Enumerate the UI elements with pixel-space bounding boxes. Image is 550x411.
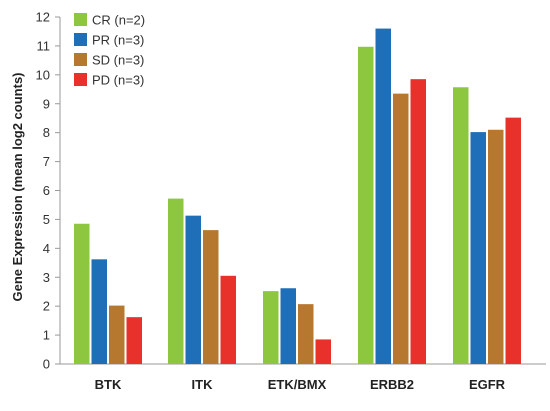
bar-group — [74, 28, 521, 365]
bar — [91, 259, 107, 364]
bar — [315, 339, 331, 364]
bar — [298, 304, 314, 364]
y-tick-label: 10 — [36, 67, 50, 82]
legend-swatch — [74, 73, 87, 86]
legend-swatch — [74, 33, 87, 46]
bar — [470, 132, 486, 364]
legend-label: SD (n=3) — [92, 53, 144, 68]
y-tick-label: 6 — [43, 183, 50, 198]
legend-swatch — [74, 53, 87, 66]
bar — [280, 288, 296, 364]
y-tick-label: 9 — [43, 96, 50, 111]
bar — [185, 215, 201, 364]
legend: CR (n=2) PR (n=3) SD (n=3) PD (n=3) — [74, 13, 145, 88]
bar — [203, 230, 219, 364]
y-tick-label: 11 — [37, 38, 51, 53]
bar — [220, 275, 236, 364]
y-tick-label: 2 — [43, 299, 50, 314]
x-category-label: ITK — [192, 377, 214, 392]
legend-swatch — [74, 13, 87, 26]
y-tick-label: 5 — [43, 212, 50, 227]
legend-label: PR (n=3) — [92, 33, 144, 48]
bar — [375, 28, 391, 365]
x-category-label: BTK — [95, 377, 122, 392]
y-tick-label: 8 — [43, 125, 50, 140]
y-tick-label: 4 — [43, 241, 50, 256]
y-tick-label: 3 — [43, 270, 50, 285]
y-tick-label: 7 — [43, 154, 50, 169]
x-category-label: EGFR — [469, 377, 506, 392]
y-tick-label: 1 — [43, 328, 50, 343]
bar — [74, 223, 90, 364]
x-axis: BTK ITK ETK/BMX ERBB2 EGFR — [95, 377, 506, 392]
bar — [453, 87, 469, 364]
bar — [109, 305, 125, 364]
legend-label: CR (n=2) — [92, 13, 145, 28]
x-category-label: ETK/BMX — [268, 377, 327, 392]
bar — [410, 79, 426, 364]
bar — [488, 129, 504, 364]
bar — [393, 93, 409, 365]
y-tick-label: 0 — [43, 357, 50, 372]
legend-label: PD (n=3) — [92, 73, 144, 88]
bar — [358, 46, 374, 364]
bar — [126, 317, 142, 364]
bar — [168, 198, 184, 364]
x-category-label: ERBB2 — [370, 377, 414, 392]
bar — [505, 117, 521, 364]
y-tick-label: 12 — [36, 10, 50, 25]
y-axis-title: Gene Expression (mean log2 counts) — [10, 73, 25, 302]
bar — [263, 291, 279, 364]
